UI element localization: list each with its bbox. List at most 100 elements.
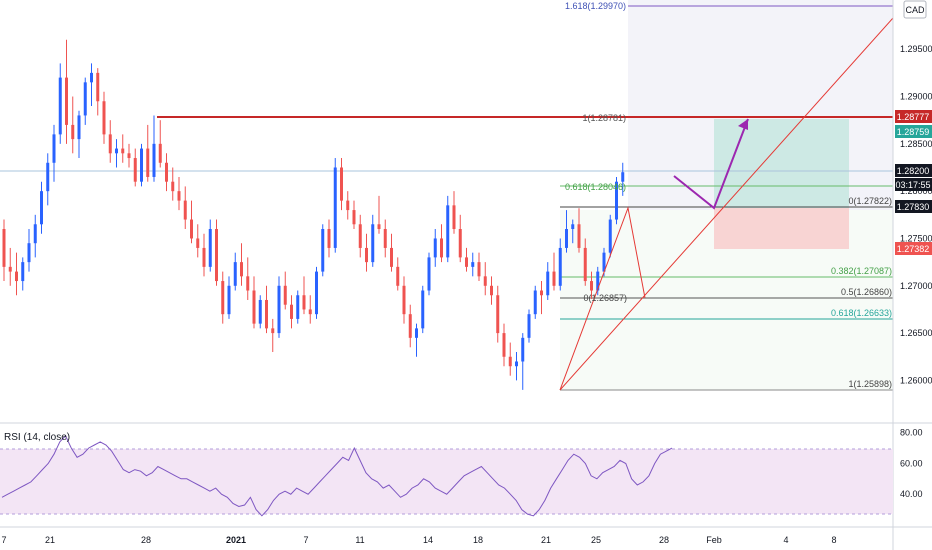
candle-body: [421, 290, 425, 329]
candle-body: [327, 229, 331, 248]
candle-body: [140, 148, 143, 182]
candle-body: [152, 143, 156, 177]
candle-body: [90, 72, 93, 83]
price-axis[interactable]: 1.26000 1.26500 1.27000 1.27500 1.28000 1.285…: [900, 44, 932, 385]
rsi-tick-label: 40.00: [900, 489, 923, 499]
candle-body: [96, 72, 100, 102]
time-tick-label: 14: [423, 535, 433, 545]
fib-label-1: 1(1.28781): [582, 113, 626, 123]
time-tick-label: 28: [659, 535, 669, 545]
price-label-take-profit: 1.28759: [895, 125, 932, 138]
price-label-last: 1.28200: [895, 164, 932, 177]
candle-body: [490, 285, 493, 296]
price-tick-label: 1.29500: [900, 44, 932, 54]
candle-body: [71, 124, 75, 140]
time-tick-label: Feb: [706, 535, 722, 545]
candle-body: [215, 229, 218, 282]
currency-badge[interactable]: [903, 0, 927, 19]
candle-body: [546, 271, 550, 296]
fib-label-0618: 0.618(1.26633): [831, 308, 892, 318]
trendline[interactable]: [559, 17, 894, 391]
currency-label: CAD: [905, 5, 925, 15]
price-tick-label: 1.29000: [900, 92, 932, 102]
candle-body: [165, 162, 168, 182]
candle-body: [252, 290, 256, 324]
candle-body: [433, 238, 437, 258]
time-tick-label: 28: [141, 535, 151, 545]
candle-body: [596, 271, 600, 291]
candle-body: [15, 271, 18, 282]
fib-label-1: 1(1.25898): [848, 379, 892, 389]
time-axis[interactable]: 7 21 28 2021 7 11 14 18 21 25 28 Feb 4 8: [1, 535, 836, 545]
candle-body: [40, 191, 43, 225]
candle-body: [133, 158, 137, 182]
price-label-resistance: 1.28777: [895, 110, 932, 123]
candle-body: [577, 224, 581, 248]
candle-body: [83, 82, 87, 116]
candle-body: [602, 252, 606, 272]
price-tick-label: 1.27500: [900, 233, 932, 243]
price-tick-label: 1.26500: [900, 328, 932, 338]
candle-body: [483, 276, 487, 286]
price-label-entry: 1.27830: [895, 200, 932, 213]
candle-body: [552, 271, 556, 286]
candle-body: [515, 361, 518, 367]
time-tick-label: 11: [355, 535, 364, 545]
candle-body: [615, 181, 618, 220]
candles: [2, 39, 625, 390]
rsi-title: RSI (14, close): [4, 432, 70, 443]
candle-body: [508, 356, 512, 367]
candle-body: [283, 285, 287, 305]
candle-body: [65, 77, 68, 125]
candle-body: [202, 247, 206, 267]
candle-body: [246, 276, 250, 291]
svg-text:03:17:55: 03:17:55: [895, 180, 930, 190]
candle-body: [333, 167, 337, 248]
candle-body: [146, 148, 150, 177]
candle-body: [240, 262, 243, 277]
candle-body: [496, 295, 500, 334]
candle-body: [108, 134, 112, 154]
candle-body: [208, 229, 212, 267]
price-tick-label: 1.26000: [900, 375, 932, 385]
fib-label-05: 0.5(1.26860): [841, 287, 892, 297]
candle-body: [477, 262, 481, 277]
candle-body: [27, 243, 31, 263]
candle-body: [158, 143, 162, 163]
rsi-axis[interactable]: 80.00 60.00 40.00: [900, 428, 923, 500]
candle-body: [265, 299, 268, 329]
time-tick-label: 2021: [226, 535, 246, 545]
candle-body: [127, 153, 131, 159]
fib-label-1618: 1.618(1.29970): [565, 1, 626, 11]
candle-body: [308, 309, 312, 315]
candle-body: [465, 257, 468, 267]
price-tick-label: 1.28000: [900, 186, 932, 196]
candle-body: [608, 219, 612, 253]
price-label-stop-loss: 1.27382: [895, 242, 932, 255]
candle-body: [271, 328, 275, 334]
candle-body: [315, 271, 318, 315]
candle-body: [2, 229, 6, 267]
time-tick-label: 21: [541, 535, 551, 545]
candle-body: [383, 229, 387, 248]
candle-body: [408, 314, 412, 338]
candle-body: [277, 285, 281, 334]
candle-body: [533, 290, 537, 315]
candle-body: [58, 77, 62, 135]
candle-body: [352, 210, 356, 225]
candle-body: [290, 304, 293, 319]
candle-body: [77, 115, 81, 140]
candle-body: [371, 224, 375, 263]
candle-body: [402, 285, 406, 315]
fib-label-0: 0(1.27822): [848, 196, 892, 206]
price-label-countdown: 03:17:55: [895, 178, 932, 191]
candle-body: [527, 314, 531, 338]
candle-body: [52, 134, 56, 163]
price-tick-label: 1.27000: [900, 281, 932, 291]
rsi-band: [0, 449, 893, 514]
candle-body: [227, 285, 231, 315]
candle-body: [46, 162, 50, 192]
time-tick-label: 7: [303, 535, 308, 545]
fib-label-start: 0(1.26857): [583, 293, 627, 303]
